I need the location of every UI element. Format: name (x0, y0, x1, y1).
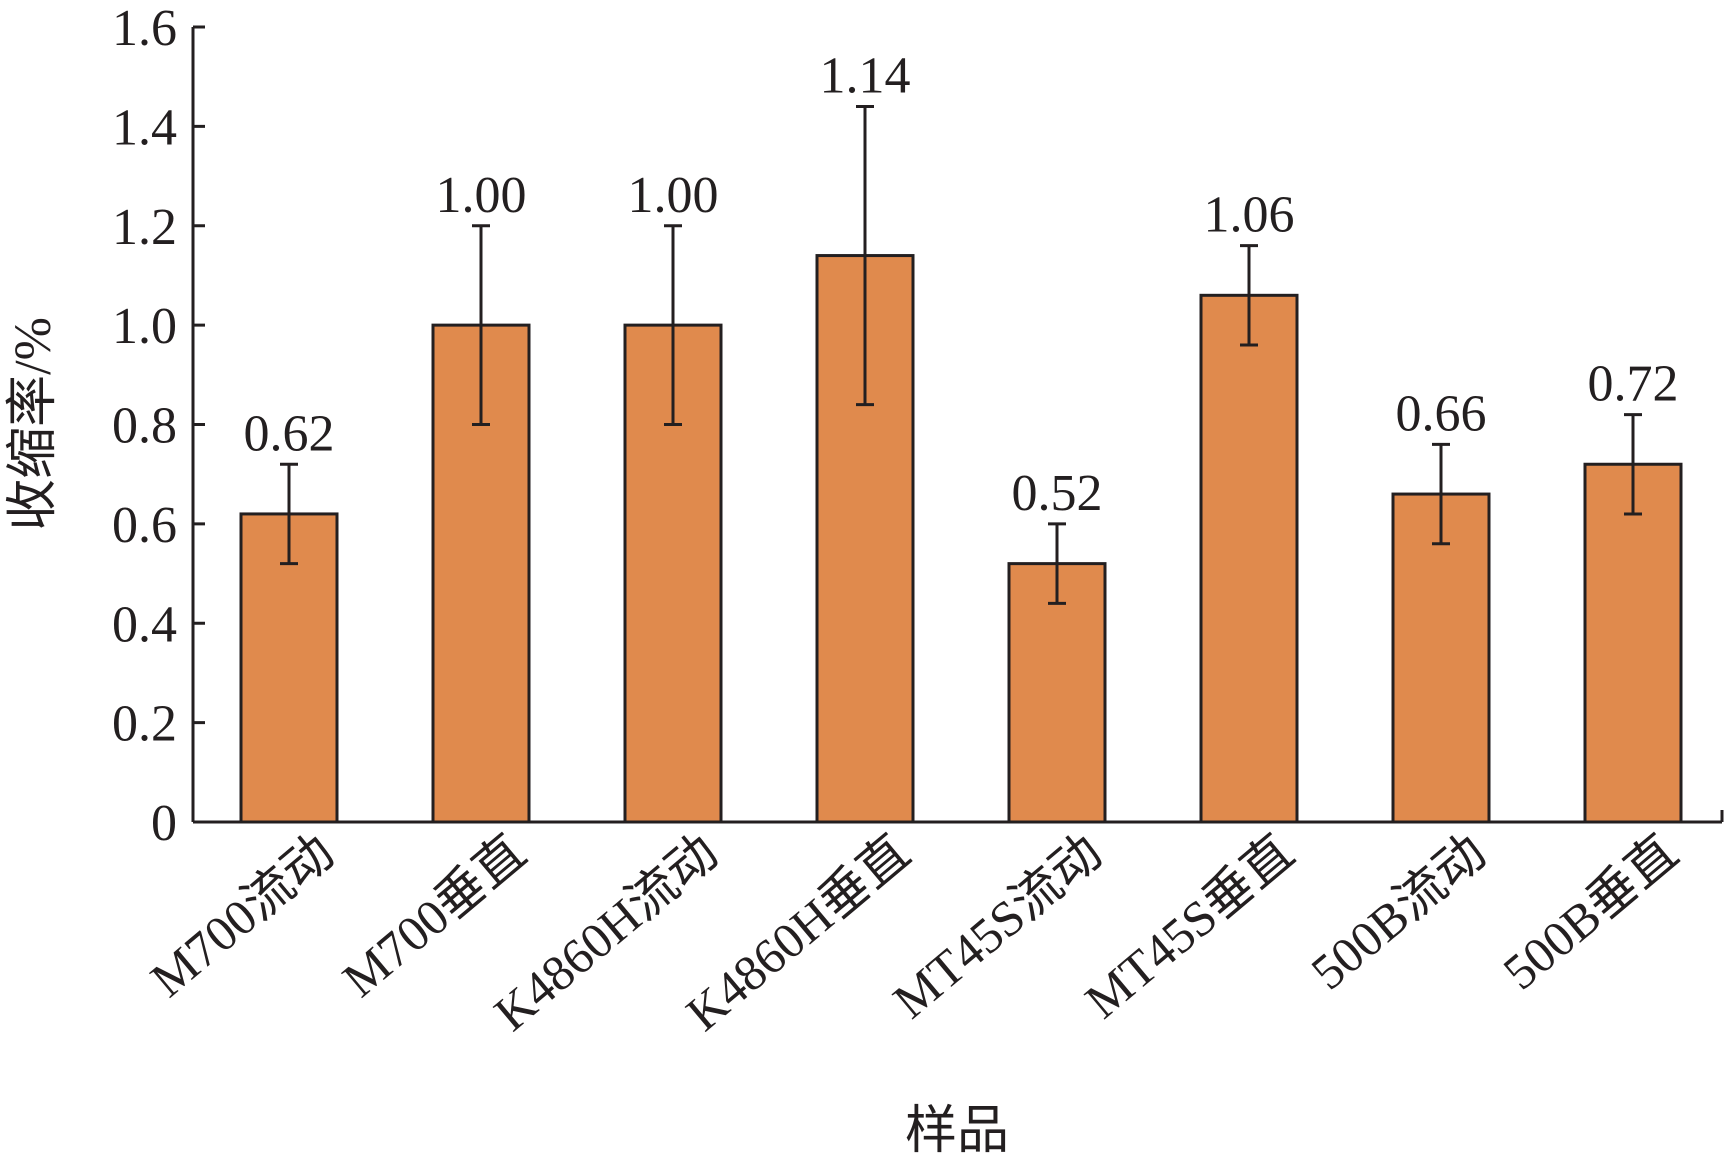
category-label: MT45S流动 (882, 824, 1112, 1029)
bar (1391, 492, 1491, 824)
data-labels-group: 0.62 1.00 1.00 1.14 0.52 1.06 0.66 0.72 (244, 48, 1679, 522)
category-label: 500B流动 (1300, 824, 1496, 1001)
y-tick-label: 0 (151, 795, 177, 852)
y-tick-label: 1.0 (112, 298, 177, 355)
x-axis-title: 样品 (905, 1103, 1009, 1160)
data-label: 0.62 (244, 405, 335, 462)
bar (1583, 462, 1683, 824)
bars-group (239, 254, 1683, 824)
y-tick-label: 1.4 (112, 99, 177, 156)
bar (1199, 293, 1299, 824)
bar (239, 512, 339, 824)
data-label: 0.52 (1012, 465, 1103, 522)
y-tick-label: 0.6 (112, 497, 177, 554)
error-bars-group (280, 105, 1642, 605)
y-tick-label: 1.2 (112, 199, 177, 256)
y-tick-label: 0.8 (112, 398, 177, 455)
y-tick-label: 0.2 (112, 696, 177, 753)
data-label: 1.14 (820, 48, 911, 105)
data-label: 1.06 (1204, 187, 1295, 244)
category-label: MT45S垂直 (1074, 824, 1304, 1029)
data-label: 0.72 (1588, 356, 1679, 413)
data-label: 1.00 (628, 167, 719, 224)
y-axis-title: 收缩率/% (5, 317, 62, 531)
y-axis-ticks: 0 0.2 0.4 0.6 0.8 1.0 1.2 1.4 1.6 (112, 0, 205, 852)
y-tick-label: 1.6 (112, 0, 177, 57)
data-label: 1.00 (436, 167, 527, 224)
y-tick-label: 0.4 (112, 596, 177, 653)
data-label: 0.66 (1396, 385, 1487, 442)
category-labels-group: M700流动M700垂直K4860H流动K4860H垂直MT45S流动MT45S… (140, 824, 1688, 1042)
category-label: 500B垂直 (1492, 824, 1688, 1001)
